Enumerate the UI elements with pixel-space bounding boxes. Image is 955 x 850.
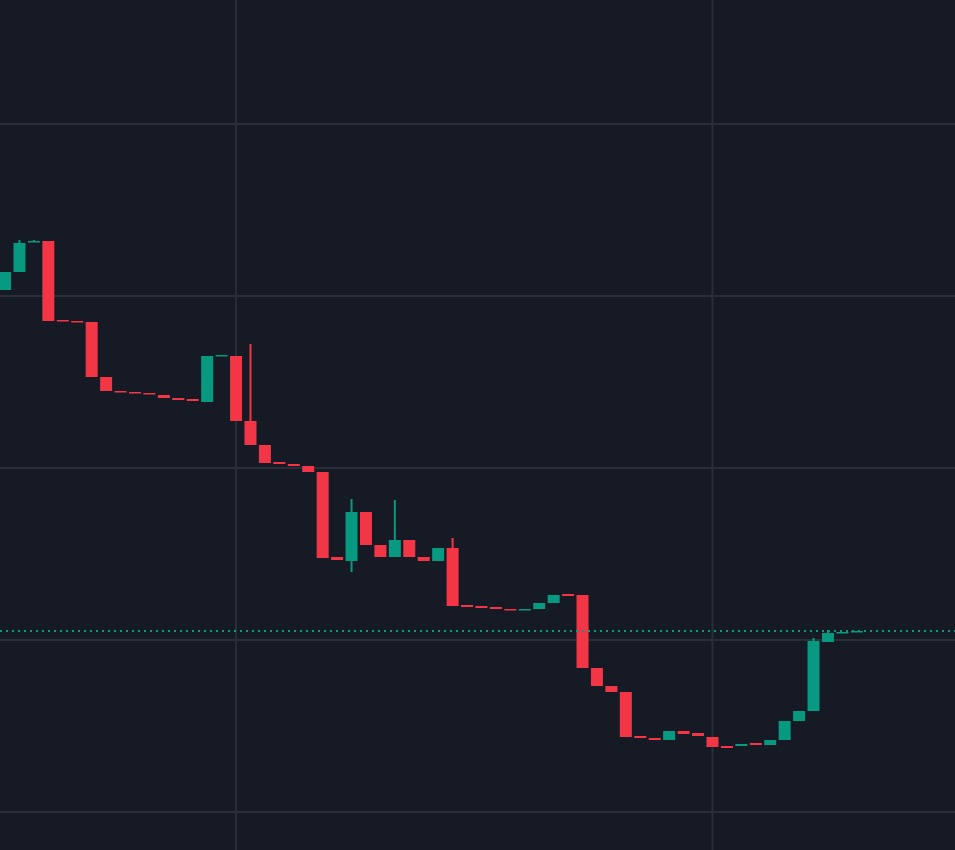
- candle-body: [287, 464, 300, 466]
- candle-body: [316, 472, 329, 558]
- candle-body: [114, 391, 127, 393]
- candle-body: [359, 512, 372, 545]
- candle-body: [764, 740, 777, 745]
- candle-body: [590, 668, 603, 686]
- candle-body: [807, 641, 820, 711]
- candle-body: [793, 711, 806, 721]
- candle-body: [345, 512, 358, 561]
- candle-body: [504, 609, 517, 611]
- candle-body: [403, 540, 416, 557]
- candle-body: [143, 393, 156, 395]
- candle-body: [489, 607, 502, 609]
- candle-body: [100, 377, 113, 391]
- candle-body: [634, 736, 647, 738]
- candle-body: [186, 399, 199, 401]
- candle-body: [388, 540, 401, 557]
- candle-body: [735, 744, 748, 746]
- candle-body: [663, 731, 676, 740]
- candle-body: [258, 445, 271, 463]
- candle-body: [71, 321, 84, 323]
- candle-body: [749, 743, 762, 745]
- candle-body: [648, 738, 661, 740]
- candle-body: [692, 733, 705, 736]
- candle-body: [215, 355, 228, 357]
- candle-body: [547, 595, 560, 603]
- candle-body: [85, 322, 98, 377]
- candle-body: [128, 392, 141, 394]
- candle-body: [417, 557, 430, 561]
- candle-body: [302, 466, 315, 472]
- candle-body: [331, 557, 344, 560]
- candle-body: [374, 545, 387, 557]
- candle-body: [821, 633, 834, 642]
- candle-body: [0, 272, 12, 290]
- candle-body: [432, 548, 445, 561]
- candle-body: [619, 692, 632, 737]
- candle-body: [778, 721, 791, 740]
- candle-body: [518, 609, 531, 611]
- candle-body: [56, 320, 69, 322]
- candle-body: [562, 594, 575, 596]
- candle-body: [201, 356, 214, 402]
- candle-body: [244, 421, 257, 445]
- candle-body: [533, 603, 546, 609]
- candle-body: [13, 243, 26, 272]
- candle-body: [836, 632, 849, 634]
- candle-body: [720, 746, 733, 748]
- candle-body: [230, 356, 243, 421]
- candle-body: [605, 686, 618, 692]
- candle-body: [273, 462, 286, 464]
- candle-body: [850, 631, 863, 633]
- candle-body: [27, 241, 40, 243]
- candle-body: [446, 548, 459, 606]
- candle-body: [461, 605, 474, 607]
- candle-body: [157, 395, 170, 398]
- candle-body: [677, 731, 690, 734]
- candle-body: [172, 398, 185, 400]
- candle-body: [42, 241, 55, 321]
- candle-body: [475, 606, 488, 608]
- candle-body: [706, 737, 719, 747]
